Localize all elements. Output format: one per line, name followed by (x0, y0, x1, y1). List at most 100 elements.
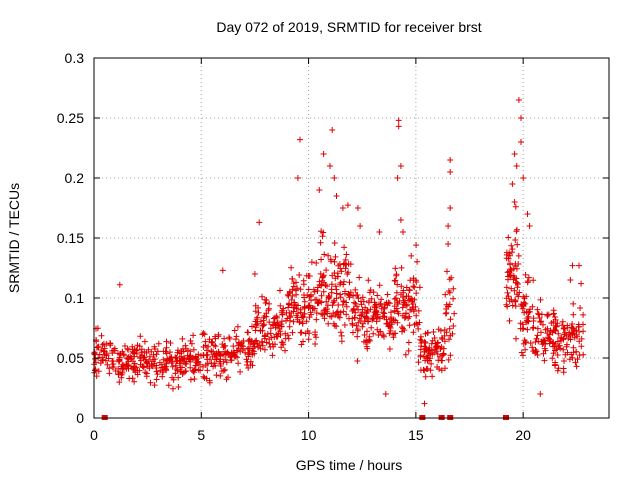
data-point (410, 283, 417, 290)
data-point (336, 314, 343, 321)
data-point (325, 252, 332, 259)
data-point (526, 223, 533, 229)
data-point (447, 157, 454, 163)
data-point (386, 346, 393, 352)
data-point (299, 320, 306, 327)
data-point (451, 310, 458, 317)
data-point (201, 374, 208, 381)
data-point (209, 339, 216, 346)
data-point (392, 330, 399, 337)
data-point (204, 360, 211, 367)
data-point (175, 374, 182, 381)
data-point (360, 320, 366, 327)
data-point (337, 291, 344, 298)
data-point (354, 327, 361, 334)
data-point (231, 352, 238, 359)
data-point (560, 346, 567, 353)
data-point (395, 301, 401, 307)
data-point (353, 292, 360, 298)
data-point (278, 344, 285, 351)
data-point (203, 352, 210, 359)
data-point (557, 335, 564, 341)
data-point (316, 281, 323, 288)
data-point (302, 330, 309, 337)
data-point (200, 363, 206, 370)
data-point (569, 354, 576, 361)
data-point (319, 277, 326, 284)
data-point (356, 274, 363, 281)
data-point (393, 271, 400, 278)
data-point (574, 333, 580, 340)
data-point (369, 316, 376, 323)
data-point (445, 241, 452, 247)
data-point (386, 330, 393, 337)
data-point (512, 303, 519, 310)
data-point (406, 313, 413, 320)
data-point (351, 306, 357, 313)
data-point (343, 311, 350, 318)
data-point (408, 298, 415, 305)
data-point (329, 302, 336, 309)
data-point (392, 277, 399, 284)
data-point (388, 314, 395, 321)
data-point (534, 352, 541, 358)
data-point (172, 362, 179, 369)
data-point (400, 325, 406, 332)
data-point (513, 275, 520, 282)
data-point (391, 307, 398, 314)
data-point (518, 115, 524, 121)
data-point (566, 356, 573, 363)
data-point (341, 322, 348, 328)
data-point (170, 385, 176, 392)
data-point (352, 286, 359, 293)
data-point (318, 299, 325, 306)
data-point (508, 272, 515, 279)
data-point (337, 265, 344, 272)
data-point (187, 348, 194, 355)
data-point (175, 384, 182, 390)
data-point (417, 367, 424, 374)
data-point (352, 300, 359, 307)
data-point (99, 341, 106, 348)
data-point (447, 205, 454, 211)
y-tick-label: 0.05 (57, 350, 84, 366)
data-point (519, 326, 526, 332)
data-point (416, 284, 423, 291)
data-point (520, 302, 527, 309)
data-point (174, 367, 181, 374)
data-point (329, 127, 336, 133)
data-point (332, 275, 339, 282)
data-point (201, 331, 208, 338)
data-point (116, 379, 123, 386)
data-point (178, 348, 185, 355)
data-point (328, 281, 335, 288)
data-point (354, 358, 361, 364)
data-point (305, 286, 312, 293)
data-point (323, 308, 330, 315)
data-point (515, 252, 522, 259)
data-point (168, 360, 175, 366)
data-point (554, 352, 561, 358)
data-point (333, 323, 340, 330)
data-point (301, 298, 308, 305)
data-point (333, 193, 340, 199)
data-point (163, 338, 170, 345)
data-point (200, 330, 207, 337)
data-point (550, 350, 557, 357)
data-point (313, 316, 320, 323)
data-point (441, 332, 448, 339)
data-point (260, 317, 267, 324)
data-point (534, 306, 541, 313)
data-point (237, 348, 244, 355)
data-point (436, 366, 443, 372)
data-point (128, 363, 134, 370)
data-point (524, 279, 531, 286)
data-point (272, 341, 278, 348)
data-point (176, 357, 183, 364)
data-point (383, 320, 390, 327)
data-point (224, 350, 231, 357)
data-point (578, 343, 585, 350)
data-point (351, 299, 358, 306)
data-point (508, 242, 515, 249)
data-point (143, 358, 150, 365)
